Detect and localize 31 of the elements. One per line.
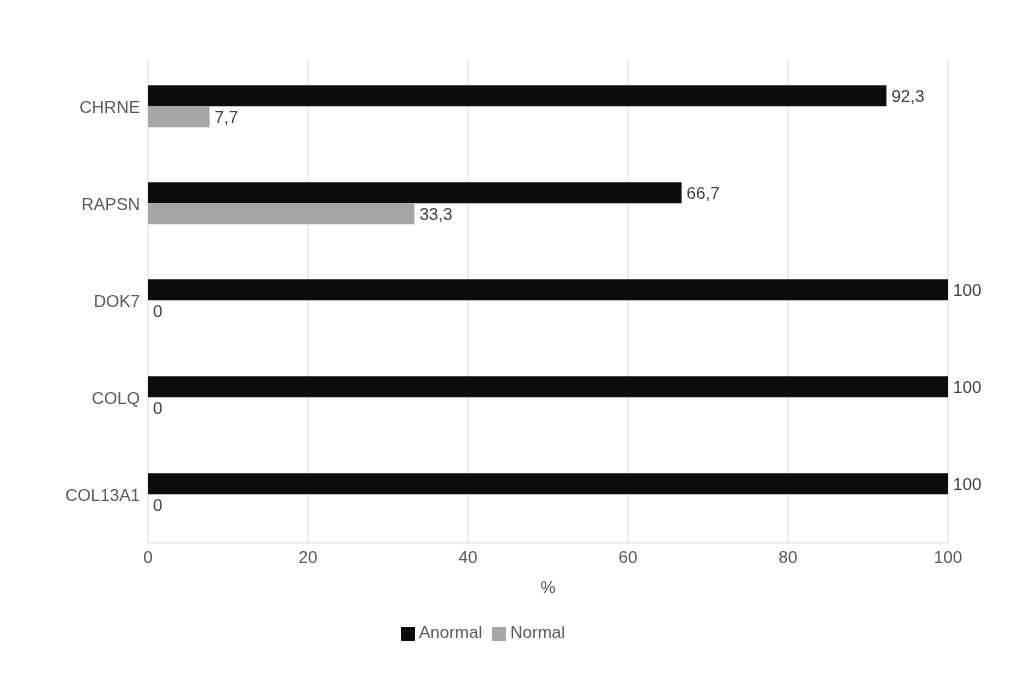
x-tick-label: 20 xyxy=(298,548,318,568)
x-tick-label: 0 xyxy=(143,548,153,568)
y-tick-label: COLQ xyxy=(91,388,140,408)
bar xyxy=(148,279,948,301)
x-tick-label: 40 xyxy=(458,548,478,568)
data-label: 33,3 xyxy=(419,204,453,224)
x-tick-label: 100 xyxy=(933,548,963,568)
bar xyxy=(148,376,948,398)
x-tick-label: 80 xyxy=(778,548,798,568)
y-tick-label: RAPSN xyxy=(81,194,140,214)
data-label: 66,7 xyxy=(686,183,720,203)
x-tick-label: 60 xyxy=(618,548,638,568)
bar xyxy=(148,203,415,225)
y-tick-label: DOK7 xyxy=(93,291,140,311)
y-tick-label: CHRNE xyxy=(79,97,140,117)
data-label: 7,7 xyxy=(214,107,239,127)
bar xyxy=(148,473,948,495)
data-label: 100 xyxy=(953,377,982,397)
data-label: 0 xyxy=(153,301,163,321)
bar xyxy=(148,85,887,107)
data-label: 0 xyxy=(153,398,163,418)
data-label: 100 xyxy=(953,474,982,494)
bar xyxy=(148,182,682,204)
y-tick-label: COL13A1 xyxy=(65,485,140,505)
x-axis-title: % xyxy=(540,578,556,597)
bar xyxy=(148,106,210,128)
data-label: 0 xyxy=(153,495,163,515)
data-label: 100 xyxy=(953,280,982,300)
legend-label: Anormal xyxy=(418,623,483,642)
data-label: 92,3 xyxy=(891,86,925,106)
legend-label: Normal xyxy=(510,623,566,642)
